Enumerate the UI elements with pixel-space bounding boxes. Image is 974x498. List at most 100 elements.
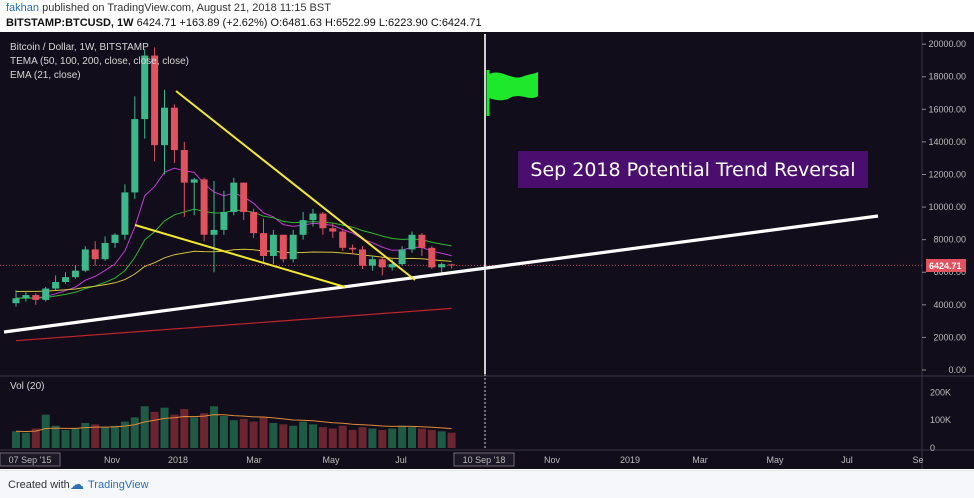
volume-bar <box>299 421 308 448</box>
candle-body <box>180 150 188 183</box>
volume-bar <box>31 428 40 448</box>
candle-body <box>151 55 159 146</box>
candle-body <box>398 249 406 265</box>
annotation-box[interactable]: Sep 2018 Potential Trend Reversal <box>518 151 868 188</box>
price-change: +163.89 (+2.62%) <box>179 17 268 29</box>
volume-bar <box>61 429 70 448</box>
volume-bar <box>21 432 30 448</box>
volume-bar <box>41 414 50 448</box>
x-tick-label: Jul <box>841 455 853 465</box>
candle-body <box>220 211 228 230</box>
y-axis: 20000.00 18000.00 16000.00 14000.00 12000.00… <box>0 32 974 469</box>
indicator-tema: TEMA (50, 100, 200, close, close, close) <box>10 56 189 67</box>
volume-bar <box>239 418 248 448</box>
x-tick-box <box>0 452 61 467</box>
y-tick-label: 20000.00 <box>928 39 966 49</box>
candle-body <box>42 288 50 300</box>
price-label-text: 6424.71 <box>929 261 962 271</box>
chart-area[interactable]: 20000.00 18000.00 16000.00 14000.00 12000.00… <box>0 32 974 469</box>
y-tick-label: 14000.00 <box>928 137 966 147</box>
candle-body <box>289 234 297 260</box>
candle-body <box>299 220 307 235</box>
volume-bar <box>259 417 268 448</box>
volume-bar <box>368 428 377 448</box>
candle-body <box>81 249 89 271</box>
symbol-line: BITSTAMP:BTCUSD, 1W 6424.71 +163.89 (+2.… <box>6 17 482 29</box>
volume-bar <box>229 420 238 448</box>
volume-bar <box>437 431 446 448</box>
tema-100-line <box>15 248 452 292</box>
volume-bar <box>328 428 337 448</box>
volume-bar <box>388 428 397 448</box>
vol-tick-label: 200K <box>930 387 951 397</box>
publish-line: fakhan published on TradingView.com, Aug… <box>6 2 331 14</box>
x-tick-label: Jul <box>395 455 407 465</box>
volume-bar <box>338 425 347 448</box>
candle-body <box>71 270 79 278</box>
candle-body <box>279 234 287 260</box>
candle-body <box>62 277 69 283</box>
volume-bar <box>318 427 327 448</box>
candle-body <box>200 179 208 235</box>
x-tick-label: Mar <box>246 455 262 465</box>
x-tick-label: May <box>766 455 784 465</box>
x-tick-label: 2019 <box>620 455 640 465</box>
candle-body <box>349 247 357 250</box>
candle-body <box>131 119 139 193</box>
volume-bar <box>200 413 209 448</box>
volume-bar <box>71 428 80 448</box>
candle-body <box>240 182 248 212</box>
candle-body <box>408 234 416 250</box>
volume-bar <box>219 416 228 448</box>
candle-body <box>22 295 30 299</box>
flag-cloth <box>489 72 538 101</box>
candle-body <box>309 213 317 221</box>
volume-bar <box>140 406 149 448</box>
candle-body <box>319 213 327 229</box>
flag-icon <box>486 70 538 116</box>
candle-body <box>170 107 178 151</box>
tradingview-link[interactable]: ☁ TradingView <box>70 476 149 493</box>
volume-bar <box>91 424 100 448</box>
candle-body <box>250 211 258 234</box>
price-chart[interactable]: 20000.00 18000.00 16000.00 14000.00 12000.00… <box>0 32 974 469</box>
drawings <box>3 34 879 450</box>
ohlc-close: C:6424.71 <box>430 17 482 29</box>
candle-body <box>359 249 366 266</box>
y-tick-label: 18000.00 <box>928 72 966 82</box>
x-tick-label: 07 Sep '15 <box>9 455 52 465</box>
candle-body <box>101 242 109 260</box>
volume-ma-line <box>15 414 452 433</box>
y-tick-label: 4000.00 <box>933 300 966 310</box>
volume-bar <box>398 425 407 448</box>
y-tick-label: 6000.00 <box>933 267 966 277</box>
y-tick-label: 10000.00 <box>928 202 966 212</box>
candle-body <box>378 259 386 268</box>
chart-title: Bitcoin / Dollar, 1W, BITSTAMP <box>10 42 149 53</box>
x-tick-label: Nov <box>104 455 121 465</box>
x-axis: 07 Sep '15 Nov 2018 Mar May Jul 10 Sep '18 Nov 2… <box>0 452 924 467</box>
volume-bar <box>111 425 119 448</box>
candle-body <box>190 179 198 183</box>
candle-body <box>12 298 20 304</box>
volume-bar <box>210 406 218 448</box>
author-link[interactable]: fakhan <box>6 2 40 14</box>
candle-body <box>260 233 267 256</box>
tema-200-line <box>15 307 452 342</box>
volume-bar <box>447 432 456 448</box>
x-tick-label: 2018 <box>168 455 188 465</box>
created-with-text: Created with <box>8 479 70 491</box>
volume-bar <box>309 424 317 448</box>
x-tick-label: Nov <box>544 455 561 465</box>
uptrend-line-white <box>3 214 879 334</box>
volume-bar <box>81 422 90 448</box>
y-tick-label: 0.00 <box>948 365 966 375</box>
volume-bar <box>378 429 387 448</box>
candle-body <box>438 264 446 268</box>
candle-body <box>269 234 277 256</box>
volume-bar <box>51 425 60 448</box>
x-tick-label: Se <box>912 455 923 465</box>
chart-header: fakhan published on TradingView.com, Aug… <box>0 0 974 32</box>
volume-bar <box>150 411 159 448</box>
volume-bar <box>269 422 278 448</box>
